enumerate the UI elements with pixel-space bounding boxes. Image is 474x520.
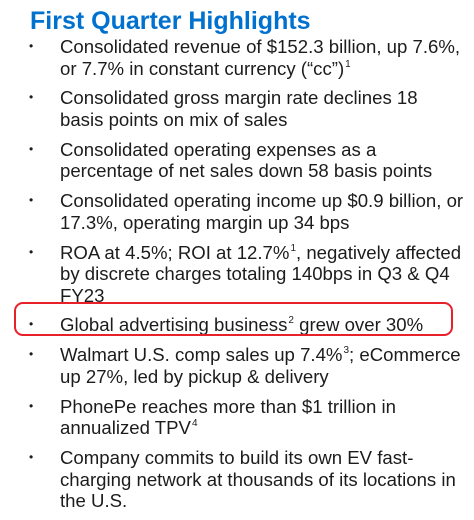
- list-item-text: Company commits to build its own EV fast…: [60, 447, 456, 512]
- footnote-marker: 1: [345, 58, 351, 70]
- bullet-glyph: •: [29, 193, 34, 208]
- footnote-marker: 3: [343, 345, 350, 357]
- bullet-glyph: •: [29, 398, 34, 413]
- footnote-marker: 2: [288, 315, 294, 327]
- bullet-glyph: •: [29, 39, 34, 53]
- list-item-text: Consolidated gross margin rate declines …: [60, 87, 418, 130]
- list-item-text: Consolidated operating income up $0.9 bi…: [60, 190, 464, 233]
- list-item-text: Global advertising business2 grew over 3…: [60, 314, 424, 336]
- page-title: First Quarter Highlights: [30, 7, 311, 35]
- list-item: • PhonePe reaches more than $1 trillion …: [26, 396, 466, 439]
- bullet-glyph: •: [29, 141, 34, 156]
- footnote-marker: 4: [191, 418, 198, 430]
- list-item: • Consolidated operating income up $0.9 …: [26, 190, 466, 233]
- list-item: • Company commits to build its own EV fa…: [26, 447, 466, 512]
- bullet-glyph: •: [29, 450, 34, 465]
- highlight-box: [14, 302, 453, 336]
- bullet-glyph: •: [29, 317, 34, 332]
- list-item-highlighted: • Global advertising business2 grew over…: [26, 314, 466, 336]
- list-item: • Consolidated gross margin rate decline…: [26, 87, 466, 130]
- list-item: • Walmart U.S. comp sales up 7.4%3; eCom…: [26, 344, 466, 387]
- footnote-marker: 1: [290, 242, 296, 254]
- list-item-text: PhonePe reaches more than $1 trillion in…: [60, 395, 396, 439]
- highlights-list: • Consolidated revenue of $152.3 billion…: [26, 36, 466, 520]
- list-item: • Consolidated revenue of $152.3 billion…: [26, 36, 466, 79]
- list-item: • Consolidated operating expenses as a p…: [26, 139, 466, 182]
- list-item-text: Walmart U.S. comp sales up 7.4%3; eComme…: [60, 344, 461, 387]
- list-item-text: Consolidated revenue of $152.3 billion, …: [60, 36, 461, 79]
- list-item: • ROA at 4.5%; ROI at 12.7%1, negatively…: [26, 242, 466, 307]
- bullet-glyph: •: [29, 90, 34, 105]
- bullet-glyph: •: [29, 347, 34, 362]
- list-item-text: Consolidated operating expenses as a per…: [60, 138, 433, 182]
- bullet-glyph: •: [29, 244, 34, 259]
- list-item-text: ROA at 4.5%; ROI at 12.7%1, negatively a…: [60, 241, 462, 306]
